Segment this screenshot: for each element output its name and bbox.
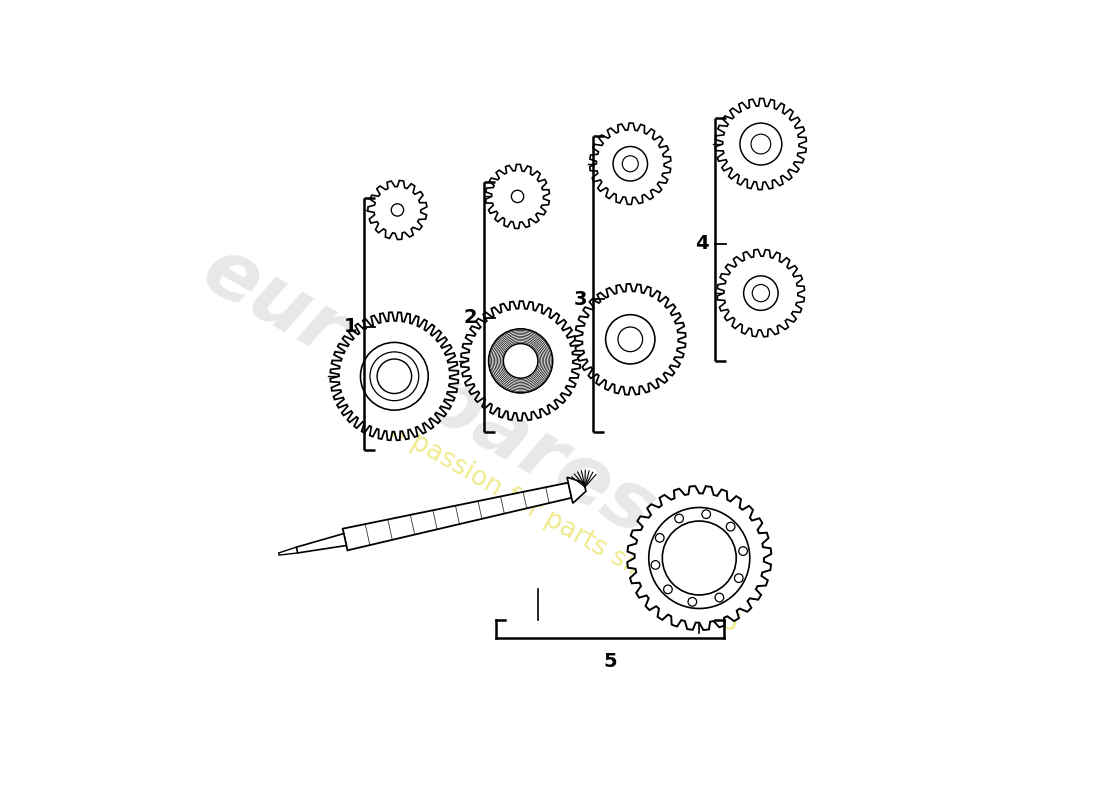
Text: 1: 1 <box>344 318 358 337</box>
Circle shape <box>488 329 552 393</box>
Circle shape <box>623 156 638 172</box>
Text: a passion for parts since 1985: a passion for parts since 1985 <box>385 416 742 638</box>
Circle shape <box>744 276 778 310</box>
Circle shape <box>662 521 736 595</box>
Text: 3: 3 <box>574 290 587 309</box>
Circle shape <box>663 585 672 594</box>
Circle shape <box>674 514 683 522</box>
Circle shape <box>613 146 648 181</box>
Circle shape <box>649 507 750 609</box>
Circle shape <box>726 522 735 531</box>
Text: 4: 4 <box>695 234 708 254</box>
Text: 2: 2 <box>464 308 477 327</box>
Circle shape <box>702 510 711 518</box>
Polygon shape <box>575 284 685 394</box>
Circle shape <box>361 342 428 410</box>
Circle shape <box>735 574 744 582</box>
Polygon shape <box>627 486 771 630</box>
Text: 5: 5 <box>603 652 617 670</box>
Circle shape <box>752 285 770 302</box>
Polygon shape <box>461 301 581 421</box>
Circle shape <box>504 344 538 378</box>
Circle shape <box>370 352 419 401</box>
Circle shape <box>392 204 404 216</box>
Circle shape <box>606 314 654 364</box>
Circle shape <box>715 594 724 602</box>
Circle shape <box>377 359 411 394</box>
Polygon shape <box>485 164 550 229</box>
Polygon shape <box>278 547 298 555</box>
Polygon shape <box>330 312 459 440</box>
Circle shape <box>751 134 771 154</box>
Text: eurospares: eurospares <box>188 230 668 553</box>
Circle shape <box>618 327 642 352</box>
Polygon shape <box>343 482 572 550</box>
Circle shape <box>688 598 696 606</box>
Polygon shape <box>367 181 427 239</box>
Polygon shape <box>715 98 806 190</box>
Polygon shape <box>717 250 804 337</box>
Circle shape <box>740 123 782 165</box>
Circle shape <box>656 534 664 542</box>
Polygon shape <box>590 123 671 204</box>
Circle shape <box>739 546 747 555</box>
Polygon shape <box>296 534 346 553</box>
Circle shape <box>651 561 660 570</box>
Polygon shape <box>568 478 586 503</box>
Circle shape <box>512 190 524 202</box>
